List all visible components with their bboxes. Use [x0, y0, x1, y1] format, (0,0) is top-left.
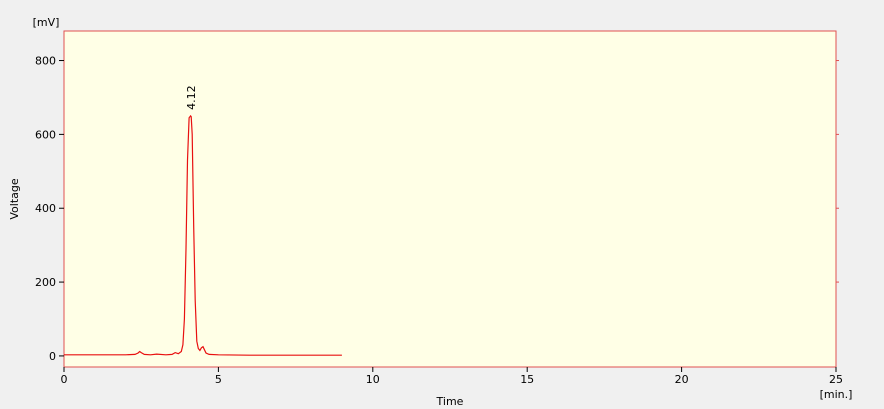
y-tick-label: 600	[35, 128, 56, 141]
x-unit-label: [min.]	[820, 388, 853, 401]
x-tick-label: 10	[366, 373, 380, 386]
y-axis-ticks: 0 200 400 600 800	[35, 55, 64, 363]
x-axis-ticks: 0 5 10 15 20 25	[61, 367, 843, 386]
y-tick-label: 200	[35, 276, 56, 289]
y-tick-label: 800	[35, 55, 56, 68]
y-axis-title: Voltage	[8, 178, 21, 219]
peak-label: 4.12	[185, 85, 198, 110]
x-tick-label: 25	[829, 373, 843, 386]
right-frame-ticks	[836, 60, 839, 283]
y-tick-label: 0	[49, 350, 56, 363]
x-axis-title: Time	[436, 395, 464, 408]
y-unit-label: [mV]	[33, 16, 60, 29]
x-tick-label: 20	[675, 373, 689, 386]
plot-area	[63, 30, 837, 368]
x-tick-label: 5	[215, 373, 222, 386]
x-tick-label: 15	[520, 373, 534, 386]
x-tick-label: 0	[61, 373, 68, 386]
chromatogram-trace	[64, 114, 342, 356]
y-tick-label: 400	[35, 202, 56, 215]
